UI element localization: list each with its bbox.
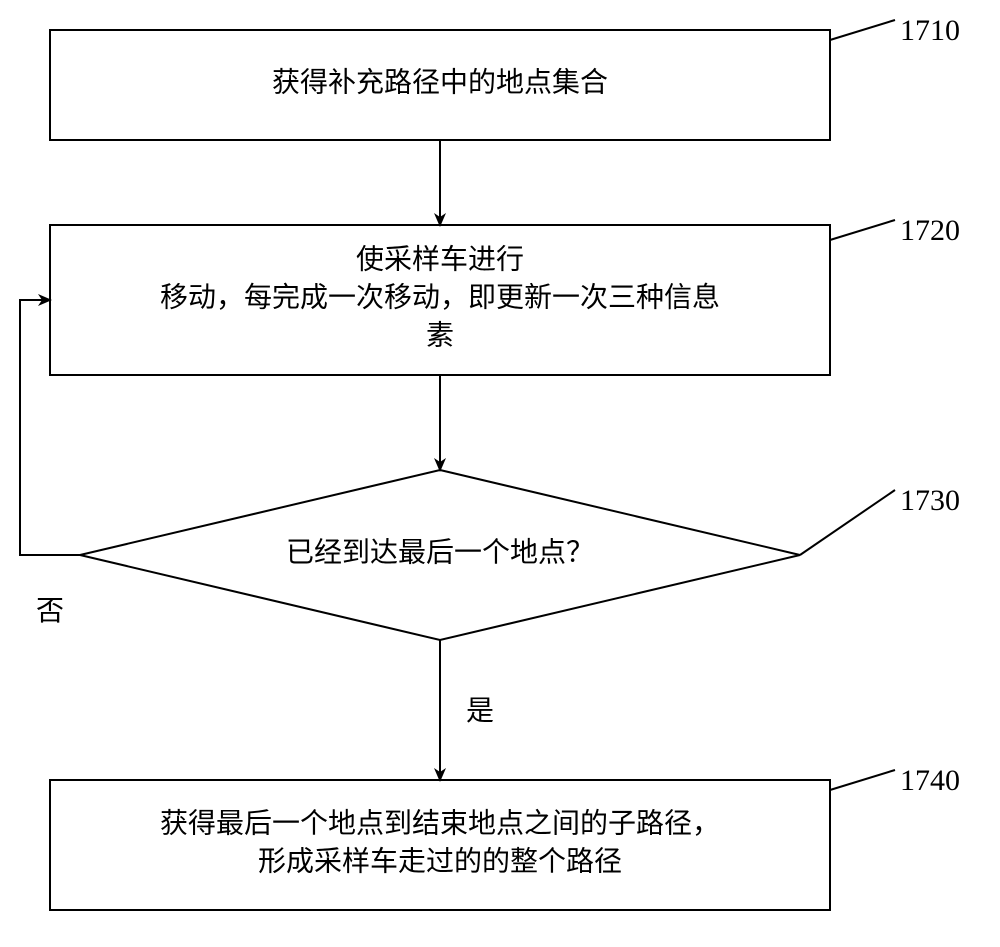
ref-leader-n1730 [800, 490, 895, 555]
node-text: 素 [426, 319, 454, 351]
edges-layer: 是否 [20, 140, 494, 780]
ref-leader-n1710 [830, 20, 895, 40]
flow-process-n1710: 获得补充路径中的地点集合 [50, 30, 830, 140]
ref-leader-n1720 [830, 220, 895, 240]
flow-decision-n1730: 已经到达最后一个地点？ [80, 470, 800, 640]
flow-process-n1740: 获得最后一个地点到结束地点之间的子路径， 形成采样车走过的的整个路径 [50, 780, 830, 910]
reference-labels-layer: 1710 1720 1730 1740 [800, 14, 960, 797]
node-text: 形成采样车走过的的整个路径 [258, 845, 622, 877]
ref-label-n1740: 1740 [900, 764, 960, 797]
ref-label-n1730: 1730 [900, 484, 960, 517]
flow-process-n1720: 使采样车进行移动，每完成一次移动，即更新一次三种信息素 [50, 225, 830, 375]
node-text: 已经到达最后一个地点？ [286, 536, 594, 568]
ref-label-n1710: 1710 [900, 14, 960, 47]
node-text: 移动，每完成一次移动，即更新一次三种信息 [160, 281, 720, 313]
ref-label-n1720: 1720 [900, 214, 960, 247]
edge-label-e4: 否 [36, 596, 64, 627]
edge-label-e3: 是 [466, 696, 494, 727]
ref-leader-n1740 [830, 770, 895, 790]
node-text: 使采样车进行 [356, 243, 524, 275]
node-text: 获得最后一个地点到结束地点之间的子路径， [160, 807, 720, 839]
flowchart-canvas: 是否 获得补充路径中的地点集合使采样车进行移动，每完成一次移动，即更新一次三种信… [0, 0, 1000, 947]
node-text: 获得补充路径中的地点集合 [272, 66, 608, 98]
